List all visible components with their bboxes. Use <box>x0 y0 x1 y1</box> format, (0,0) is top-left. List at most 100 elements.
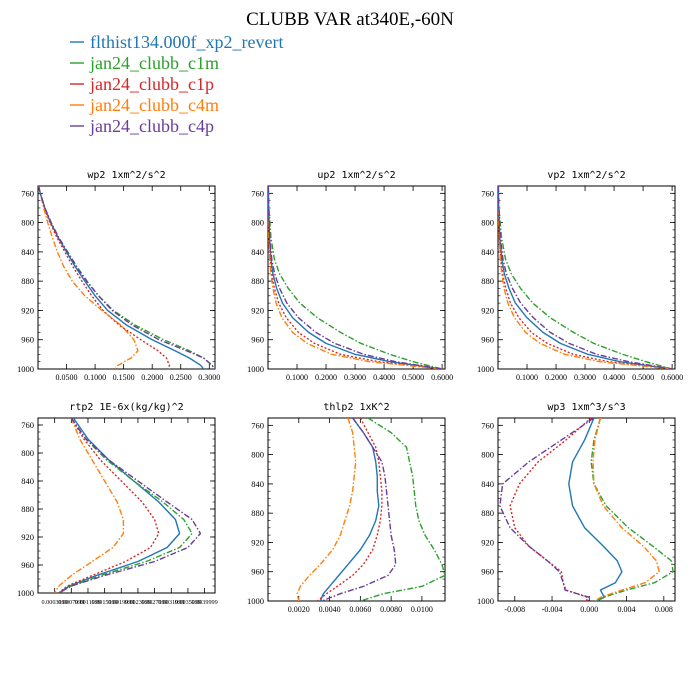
x-tick-label: 0.3000 <box>198 373 220 382</box>
y-tick-label: 800 <box>21 218 34 228</box>
panels: wp2 1xm^2/s^2 760 800 840 880 920 960 1000 0.050… <box>17 170 683 614</box>
series-line <box>38 186 171 369</box>
x-tick-label: 0.0080 <box>380 605 402 614</box>
y-tick-label: 1000 <box>17 588 34 598</box>
series-line <box>58 418 160 593</box>
plot-frame <box>497 185 676 370</box>
x-tick-label: 0.0060 <box>349 605 371 614</box>
plot-frame <box>267 417 446 602</box>
y-tick-label: 840 <box>251 247 264 257</box>
series-line <box>38 186 205 369</box>
series-line <box>54 418 125 593</box>
series-line <box>498 186 673 369</box>
x-tick-label: 0.0040 <box>319 605 341 614</box>
legend-label: jan24_clubb_c4m <box>89 95 219 115</box>
y-tick-label: 760 <box>251 420 264 430</box>
y-tick-label: 880 <box>21 504 34 514</box>
series-line <box>590 418 674 601</box>
series-group <box>38 186 215 369</box>
y-tick-label: 840 <box>251 479 264 489</box>
x-tick-label: 0.1000 <box>84 373 106 382</box>
series-group <box>268 186 443 369</box>
x-tick-label: 0.6000 <box>431 373 453 382</box>
series-line <box>360 418 445 601</box>
series-line <box>568 418 623 601</box>
series-line <box>38 186 139 369</box>
legend: flthist134.000f_xp2_revertjan24_clubb_c1… <box>70 32 283 136</box>
x-tick-label: 0.5000 <box>402 373 424 382</box>
series-group <box>54 418 202 593</box>
x-tick-label: 0.0019999 <box>108 599 134 606</box>
x-tick-label: 0.0011999 <box>75 599 101 606</box>
x-tick-label: 0.3000 <box>344 373 366 382</box>
y-tick-label: 920 <box>21 532 34 542</box>
series-line <box>592 418 660 601</box>
plot-frame <box>267 185 446 370</box>
x-tick-label: 0.1500 <box>113 373 135 382</box>
y-tick-label: 960 <box>251 567 264 577</box>
y-tick-label: 880 <box>21 276 34 286</box>
x-tick-label: 0.5000 <box>632 373 654 382</box>
x-tick-label: 0.2000 <box>315 373 337 382</box>
series-group <box>498 186 673 369</box>
legend-label: jan24_clubb_c1m <box>89 53 219 73</box>
x-tick-label: 0.0023999 <box>125 599 151 606</box>
x-tick-label: 0.0027999 <box>141 599 167 606</box>
y-tick-label: 760 <box>481 188 494 198</box>
y-tick-label: 760 <box>481 420 494 430</box>
legend-label: flthist134.000f_xp2_revert <box>90 32 283 52</box>
y-tick-label: 800 <box>481 218 494 228</box>
panel-4: rtp2 1E-6x(kg/kg)^2 760 800 840 880 920 960 100… <box>17 402 218 606</box>
y-tick-label: 960 <box>251 335 264 345</box>
x-tick-label: 0.008 <box>655 605 673 614</box>
panel-title: vp2 1xm^2/s^2 <box>547 170 625 181</box>
series-line <box>499 418 595 601</box>
y-tick-label: 920 <box>481 305 494 315</box>
series-group <box>296 418 445 601</box>
y-tick-label: 1000 <box>247 596 264 606</box>
x-tick-label: 0.0020 <box>288 605 310 614</box>
y-tick-label: 920 <box>251 305 264 315</box>
x-tick-label: 0.0007999 <box>58 599 84 606</box>
y-tick-label: 880 <box>481 276 494 286</box>
y-tick-label: 800 <box>251 218 264 228</box>
legend-label: jan24_clubb_c4p <box>89 116 214 136</box>
y-tick-label: 920 <box>481 537 494 547</box>
y-tick-label: 880 <box>481 508 494 518</box>
x-tick-label: 0.3000 <box>574 373 596 382</box>
x-tick-label: 0.1000 <box>286 373 308 382</box>
y-tick-label: 760 <box>21 420 34 430</box>
series-line <box>268 186 443 369</box>
x-tick-label: -0.008 <box>504 605 525 614</box>
y-tick-label: 800 <box>21 448 34 458</box>
y-tick-label: 1000 <box>477 596 494 606</box>
y-tick-label: 880 <box>251 508 264 518</box>
panel-1: wp2 1xm^2/s^2 760 800 840 880 920 960 1000 0.050… <box>17 170 220 382</box>
series-line <box>509 418 592 601</box>
y-tick-label: 840 <box>21 476 34 486</box>
y-tick-label: 760 <box>251 188 264 198</box>
series-line <box>319 418 380 601</box>
y-tick-label: 960 <box>21 335 34 345</box>
y-tick-label: 760 <box>21 188 34 198</box>
series-line <box>38 186 215 369</box>
panel-2: up2 1xm^2/s^2 760 800 840 880 920 960 1000 0.100… <box>247 170 453 382</box>
plot-frame <box>37 185 216 370</box>
plot-frame <box>37 417 216 594</box>
x-tick-label: 0.0015999 <box>91 599 117 606</box>
series-line <box>58 418 193 593</box>
x-tick-label: 0.4000 <box>603 373 625 382</box>
x-tick-label: 0.004 <box>618 605 636 614</box>
x-tick-label: 0.6000 <box>661 373 683 382</box>
x-tick-label: 0.1000 <box>516 373 538 382</box>
x-tick-label: 0.4000 <box>373 373 395 382</box>
series-group <box>499 418 674 601</box>
x-tick-label: 0.0031999 <box>158 599 184 606</box>
y-tick-label: 880 <box>251 276 264 286</box>
y-tick-label: 840 <box>481 479 494 489</box>
panel-6: wp3 1xm^3/s^3 760 800 840 880 920 960 1000 -0.00… <box>477 402 676 614</box>
series-line <box>498 186 673 369</box>
y-tick-label: 960 <box>481 335 494 345</box>
x-tick-label: 0.0100 <box>411 605 433 614</box>
